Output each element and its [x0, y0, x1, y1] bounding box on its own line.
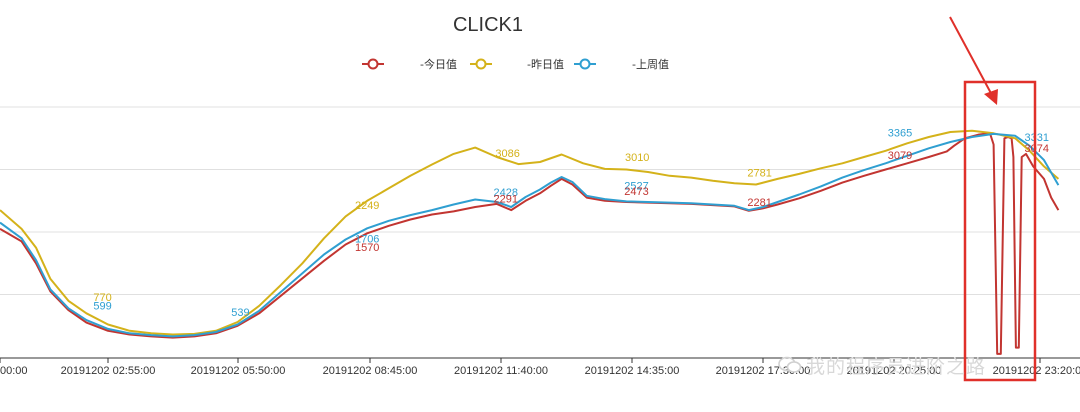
x-tick-label: 20191202 20:25:00	[847, 365, 942, 377]
watermark-text: 我的程序员进阶之路	[806, 356, 987, 378]
data-label: 599	[93, 301, 111, 313]
data-label: 539	[231, 307, 249, 319]
data-label: 3086	[495, 148, 519, 160]
series-line-2	[0, 132, 1060, 338]
highlight-annotation	[949, 16, 1037, 382]
x-tick-label: 20191202 02:55:00	[61, 365, 156, 377]
chart-title: CLICK1	[452, 14, 524, 36]
data-label: 3010	[625, 152, 649, 164]
data-label: 3365	[888, 127, 912, 139]
annotation-arrow-head	[984, 89, 998, 105]
data-label: 1570	[355, 242, 379, 254]
data-label: 2291	[494, 194, 518, 206]
data-label: 2428	[494, 187, 518, 199]
grid-lines	[0, 106, 1080, 295]
data-label: 3331	[1025, 132, 1049, 144]
x-tick-label: 20191202 11:40:00	[454, 365, 548, 377]
x-tick-label: 20191202 08:45:00	[323, 365, 418, 377]
x-tick-label: 20191202 05:50:00	[191, 365, 286, 377]
legend-marker-2[interactable]	[579, 58, 591, 70]
highlight-box	[963, 80, 1037, 382]
data-label: 2527	[624, 181, 648, 193]
data-label: 2473	[624, 186, 648, 198]
x-tick-label: 20191202 17:30:00	[716, 365, 811, 377]
series-layer	[0, 129, 1060, 355]
series-line-1	[0, 129, 1060, 336]
data-label: 1706	[355, 234, 379, 246]
legend-label-0[interactable]: -今日值	[420, 57, 457, 71]
data-label: 2281	[747, 197, 771, 209]
data-label: 3079	[888, 150, 912, 162]
watermark-chat-icon	[778, 356, 802, 373]
legend-marker-0[interactable]	[367, 58, 379, 70]
legend-label-1[interactable]: -昨日值	[527, 58, 564, 71]
data-label: 2781	[747, 167, 771, 179]
x-tick-label: 20191202 14:35:00	[585, 365, 680, 377]
x-tick-label: 20191202 23:20:00	[993, 365, 1080, 377]
legend: -今日值 -昨日值 -上周值	[362, 57, 669, 71]
annotation-arrow-line	[949, 16, 994, 98]
series-line-0	[0, 132, 1060, 355]
data-label: 770	[93, 292, 111, 304]
x-tick-label: 00:00	[0, 365, 28, 377]
data-label: 3074	[1025, 143, 1049, 155]
data-label: 2249	[355, 200, 379, 212]
legend-marker-1[interactable]	[475, 58, 487, 70]
x-axis: 00:00 20191202 02:55:00 20191202 05:50:00 2…	[0, 357, 1080, 377]
legend-label-2[interactable]: -上周值	[632, 58, 669, 71]
